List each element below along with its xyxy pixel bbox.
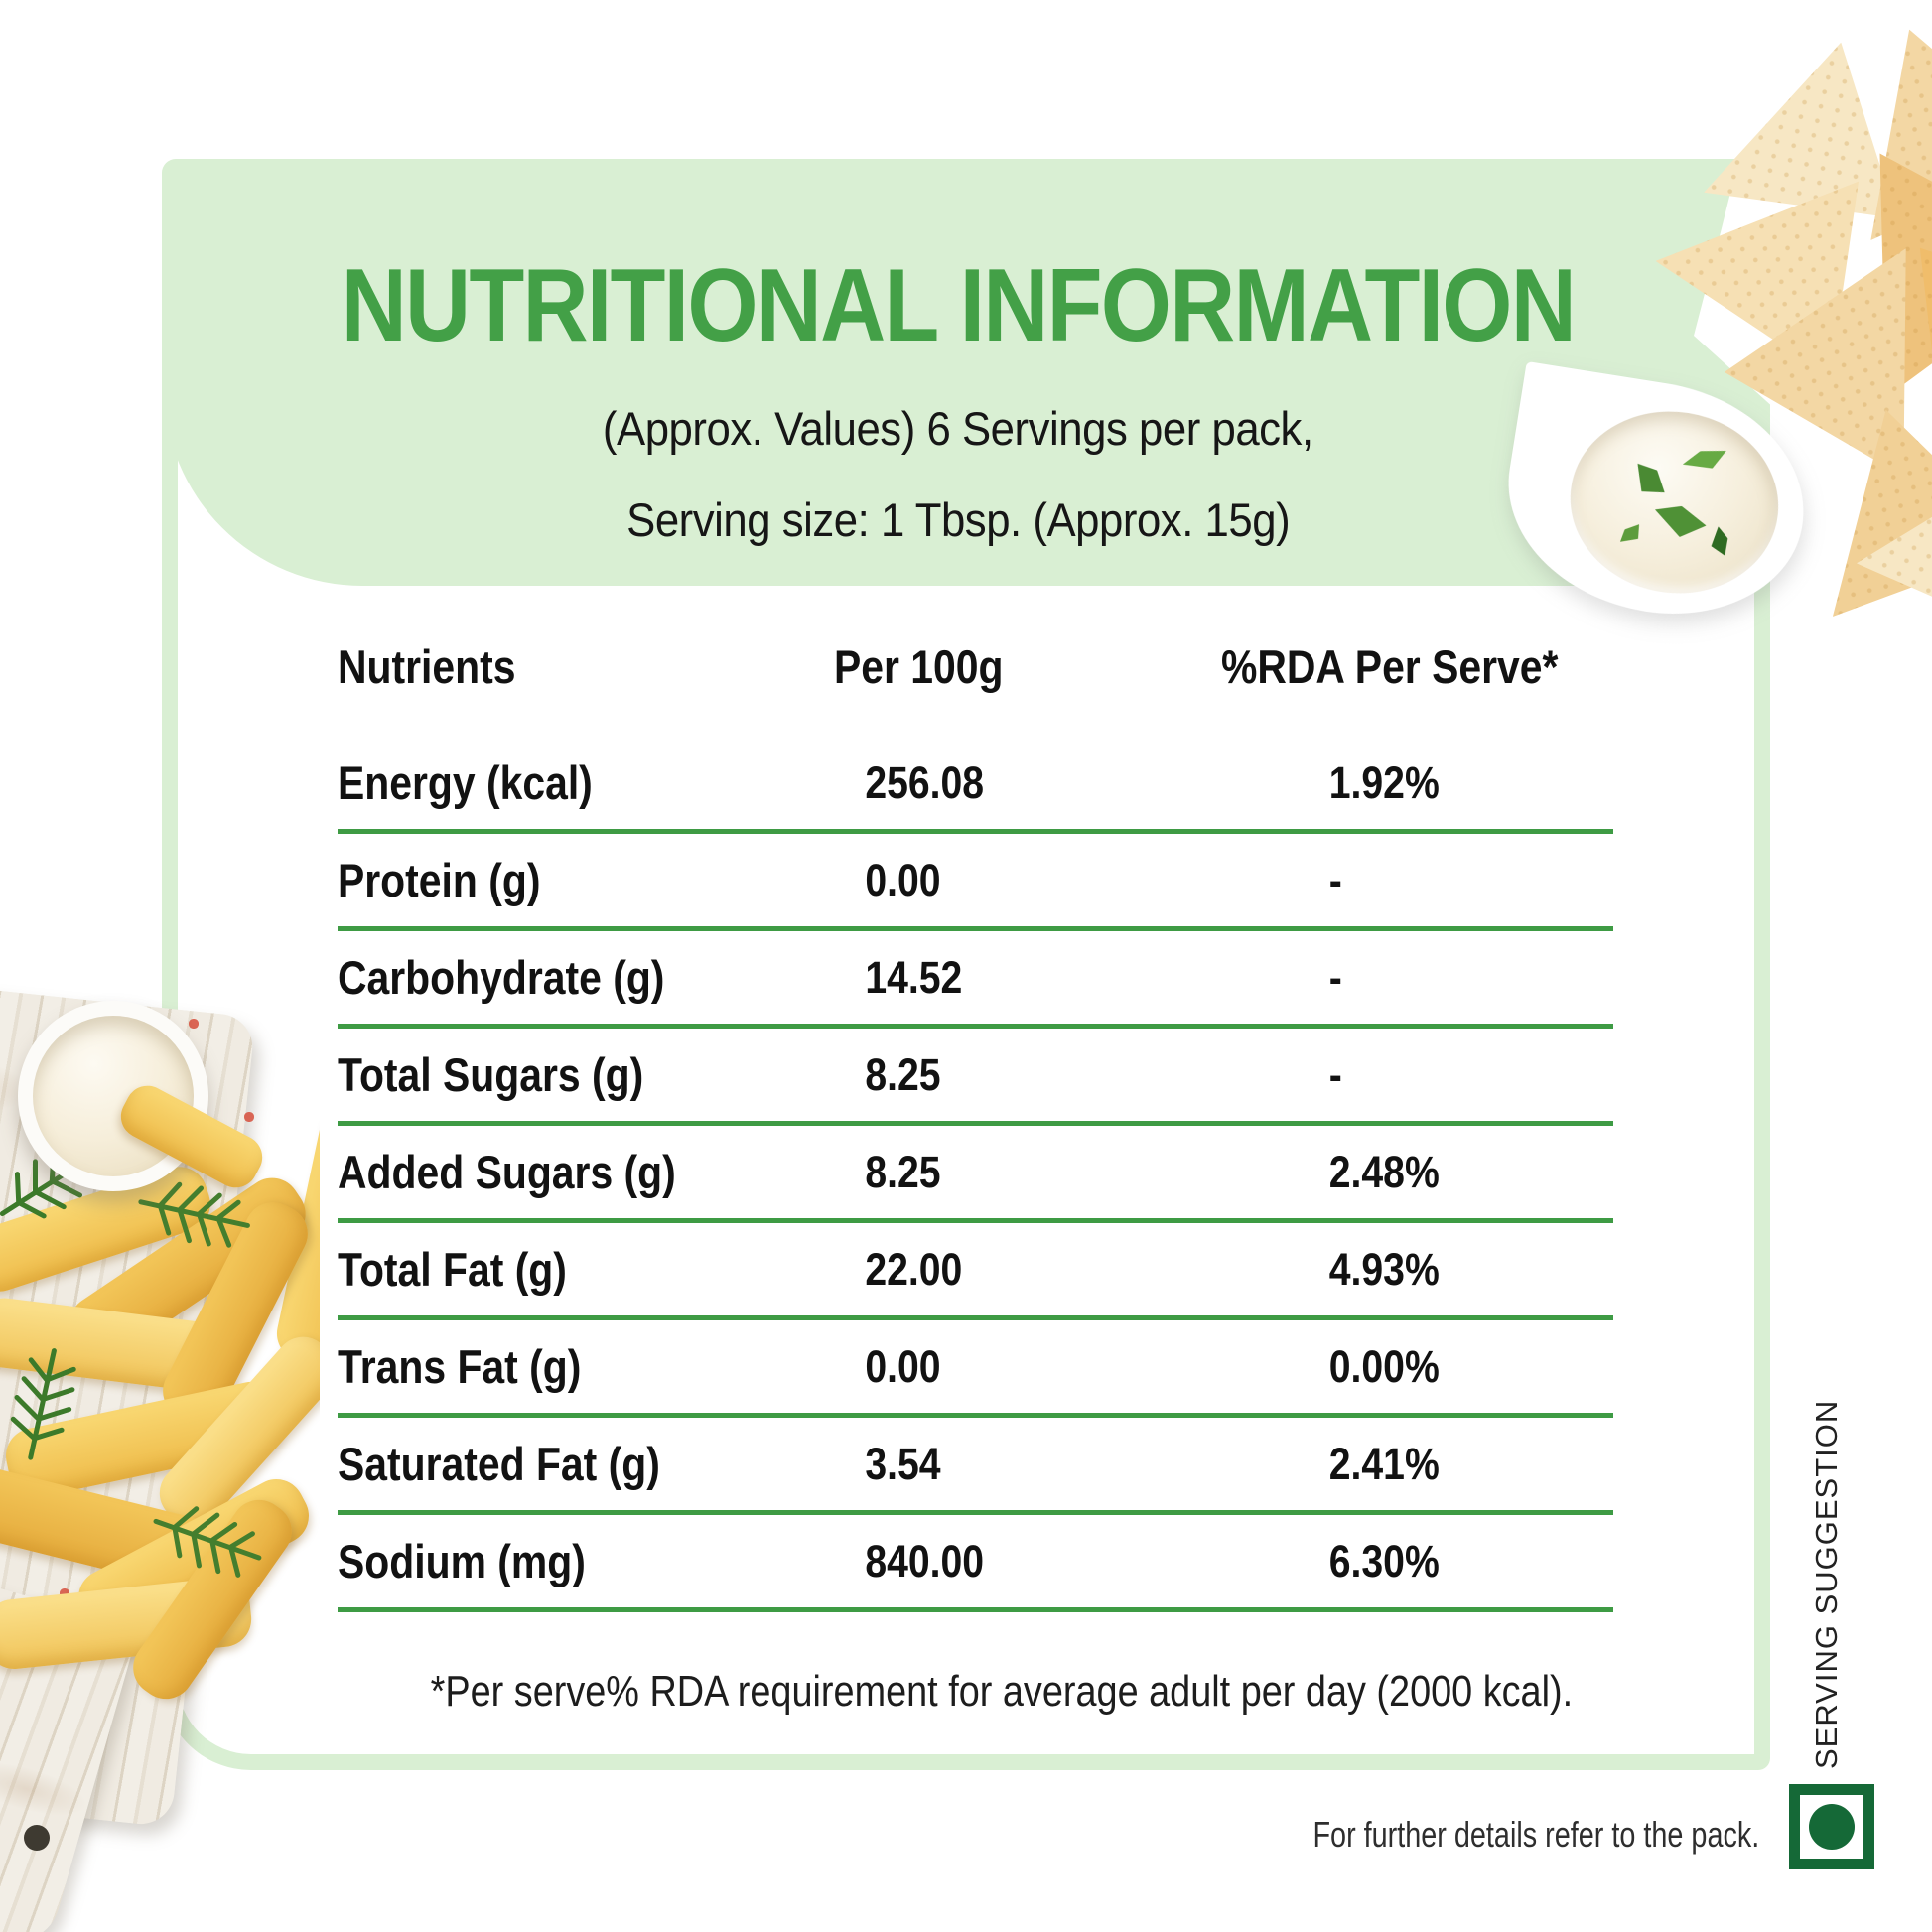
rosemary-sprig — [10, 1348, 76, 1460]
subtitle-line-1: (Approx. Values) 6 Servings per pack, — [603, 402, 1313, 455]
nutrient-name: Saturated Fat (g) — [338, 1438, 660, 1490]
nutrient-name: Protein (g) — [338, 854, 541, 906]
nutrient-per100g: 3.54 — [865, 1438, 941, 1489]
column-header-per-100g: Per 100g — [834, 640, 1004, 693]
column-header-rda: %RDA Per Serve* — [1221, 640, 1559, 693]
table-row: Saturated Fat (g) 3.54 2.41% — [338, 1418, 1613, 1515]
nutrient-name: Added Sugars (g) — [338, 1146, 676, 1198]
page-title: NUTRITIONAL INFORMATION — [341, 248, 1577, 363]
nutrient-per100g: 14.52 — [865, 951, 963, 1003]
dip-sauce — [1557, 396, 1792, 609]
nutrient-rda: 4.93% — [1328, 1243, 1440, 1295]
table-header-row: Nutrients Per 100g %RDA Per Serve* — [338, 625, 1613, 737]
pepper-flake — [189, 1019, 199, 1029]
nutrient-rda: - — [1328, 951, 1342, 1003]
nutrient-name: Trans Fat (g) — [338, 1340, 582, 1393]
nutrition-table: Nutrients Per 100g %RDA Per Serve* Energ… — [338, 625, 1613, 1612]
nutrient-name: Carbohydrate (g) — [338, 951, 665, 1004]
nutrient-per100g: 22.00 — [865, 1243, 963, 1295]
pack-note: For further details refer to the pack. — [1312, 1814, 1759, 1855]
vegetarian-dot — [1809, 1804, 1855, 1850]
board-hole — [24, 1825, 50, 1851]
rosemary-sprig — [138, 1181, 250, 1248]
table-row: Total Sugars (g) 8.25 - — [338, 1029, 1613, 1126]
column-header-nutrients: Nutrients — [338, 640, 516, 693]
serving-suggestion-label: SERVING SUGGESTION — [1809, 1399, 1844, 1769]
nutrient-name: Total Sugars (g) — [338, 1048, 644, 1101]
table-row: Trans Fat (g) 0.00 0.00% — [338, 1320, 1613, 1418]
rda-footnote: *Per serve% RDA requirement for average … — [430, 1667, 1574, 1716]
nutrient-name: Energy (kcal) — [338, 757, 593, 809]
nutrient-rda: - — [1328, 854, 1342, 905]
nutrient-rda: 2.41% — [1328, 1438, 1440, 1489]
table-row: Carbohydrate (g) 14.52 - — [338, 931, 1613, 1029]
nutrient-rda: 6.30% — [1328, 1535, 1440, 1587]
nutrient-rda: 2.48% — [1328, 1146, 1440, 1197]
nutrient-per100g: 0.00 — [865, 854, 941, 905]
header-background-blob — [164, 161, 1770, 586]
subtitle-line-2: Serving size: 1 Tbsp. (Approx. 15g) — [625, 493, 1291, 546]
table-row: Sodium (mg) 840.00 6.30% — [338, 1515, 1613, 1612]
fries-photo — [0, 953, 320, 1932]
nutrient-rda: 1.92% — [1328, 757, 1440, 808]
table-row: Added Sugars (g) 8.25 2.48% — [338, 1126, 1613, 1223]
table-row: Energy (kcal) 256.08 1.92% — [338, 737, 1613, 834]
nutrient-per100g: 256.08 — [865, 757, 985, 808]
pepper-flake — [244, 1112, 254, 1122]
dip-cup — [18, 1001, 208, 1191]
nutrient-per100g: 8.25 — [865, 1146, 941, 1197]
rosemary-sprig — [153, 1506, 262, 1578]
table-row: Total Fat (g) 22.00 4.93% — [338, 1223, 1613, 1320]
nutrient-rda: 0.00% — [1328, 1340, 1440, 1392]
nutrient-per100g: 8.25 — [865, 1048, 941, 1100]
nutrient-per100g: 840.00 — [865, 1535, 985, 1587]
nutrient-per100g: 0.00 — [865, 1340, 941, 1392]
header: NUTRITIONAL INFORMATION (Approx. Values)… — [238, 248, 1678, 565]
nutrient-name: Sodium (mg) — [338, 1535, 586, 1587]
nutrient-name: Total Fat (g) — [338, 1243, 567, 1296]
table-row: Protein (g) 0.00 - — [338, 834, 1613, 931]
vegetarian-mark-icon — [1789, 1784, 1874, 1869]
nutrient-rda: - — [1328, 1048, 1342, 1100]
